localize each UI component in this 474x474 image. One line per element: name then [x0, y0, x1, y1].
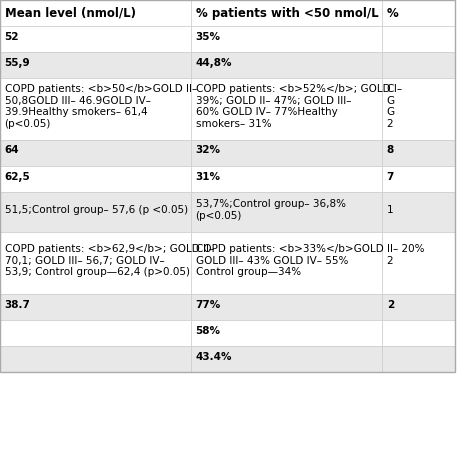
Text: 35%: 35% [196, 32, 220, 42]
Bar [382, 78, 455, 140]
Bar [0, 0, 191, 26]
Bar [382, 0, 455, 26]
Bar [382, 166, 455, 192]
Text: 62,5: 62,5 [5, 172, 30, 182]
Text: COPD patients: <b>50</b>GOLD II–
50,8GOLD III– 46.9GOLD IV–
39.9Healthy smokers–: COPD patients: <b>50</b>GOLD II– 50,8GOL… [5, 84, 197, 129]
Text: COPD patients: <b>62,9</b>; GOLD II–
70,1; GOLD III– 56,7; GOLD IV–
53,9; Contro: COPD patients: <b>62,9</b>; GOLD II– 70,… [5, 244, 214, 277]
Bar [0, 346, 191, 372]
Text: 64: 64 [5, 146, 19, 155]
Bar [0, 232, 191, 294]
Bar [191, 78, 382, 140]
Bar [0, 320, 191, 346]
Text: COPD patients: <b>52%</b>; GOLD I–
39%; GOLD II– 47%; GOLD III–
60% GOLD IV– 77%: COPD patients: <b>52%</b>; GOLD I– 39%; … [196, 84, 402, 129]
Text: 43.4%: 43.4% [196, 352, 232, 362]
Bar [191, 26, 382, 52]
Bar [191, 0, 382, 26]
Bar [0, 294, 191, 320]
Text: C
G
G
2: C G G 2 [387, 84, 395, 129]
Bar [382, 294, 455, 320]
Text: %: % [387, 7, 399, 19]
Bar [191, 232, 382, 294]
Bar [382, 52, 455, 78]
Text: 1: 1 [387, 205, 393, 215]
Text: 58%: 58% [196, 326, 220, 336]
Text: Mean level (nmol/L): Mean level (nmol/L) [5, 7, 136, 19]
Bar [0, 192, 191, 232]
Bar [0, 0, 455, 372]
Bar [0, 166, 191, 192]
Bar [191, 52, 382, 78]
Text: 7: 7 [387, 172, 394, 182]
Bar [0, 52, 191, 78]
Bar [191, 320, 382, 346]
Text: 53,7%;Control group– 36,8%
(p<0.05): 53,7%;Control group– 36,8% (p<0.05) [196, 199, 346, 220]
Text: 32%: 32% [196, 146, 220, 155]
Text: % patients with <50 nmol/L: % patients with <50 nmol/L [196, 7, 378, 19]
Text: 55,9: 55,9 [5, 58, 30, 68]
Bar [191, 140, 382, 166]
Bar [382, 26, 455, 52]
Bar [191, 166, 382, 192]
Bar [191, 346, 382, 372]
Bar [382, 140, 455, 166]
Bar [382, 320, 455, 346]
Text: 8: 8 [387, 146, 394, 155]
Text: 77%: 77% [196, 300, 221, 310]
Bar [382, 192, 455, 232]
Bar [0, 140, 191, 166]
Text: COPD patients: <b>33%</b>GOLD II– 20%
GOLD III– 43% GOLD IV– 55%
Control group—3: COPD patients: <b>33%</b>GOLD II– 20% GO… [196, 244, 424, 277]
Text: 2: 2 [387, 255, 393, 266]
Text: 51,5;Control group– 57,6 (p <0.05): 51,5;Control group– 57,6 (p <0.05) [5, 205, 188, 215]
Text: 38.7: 38.7 [5, 300, 30, 310]
Text: 52: 52 [5, 32, 19, 42]
Bar [191, 294, 382, 320]
Text: 44,8%: 44,8% [196, 58, 232, 68]
Text: 2: 2 [387, 300, 394, 310]
Text: 31%: 31% [196, 172, 220, 182]
Bar [0, 26, 191, 52]
Bar [382, 346, 455, 372]
Bar [0, 78, 191, 140]
Bar [191, 192, 382, 232]
Bar [382, 232, 455, 294]
